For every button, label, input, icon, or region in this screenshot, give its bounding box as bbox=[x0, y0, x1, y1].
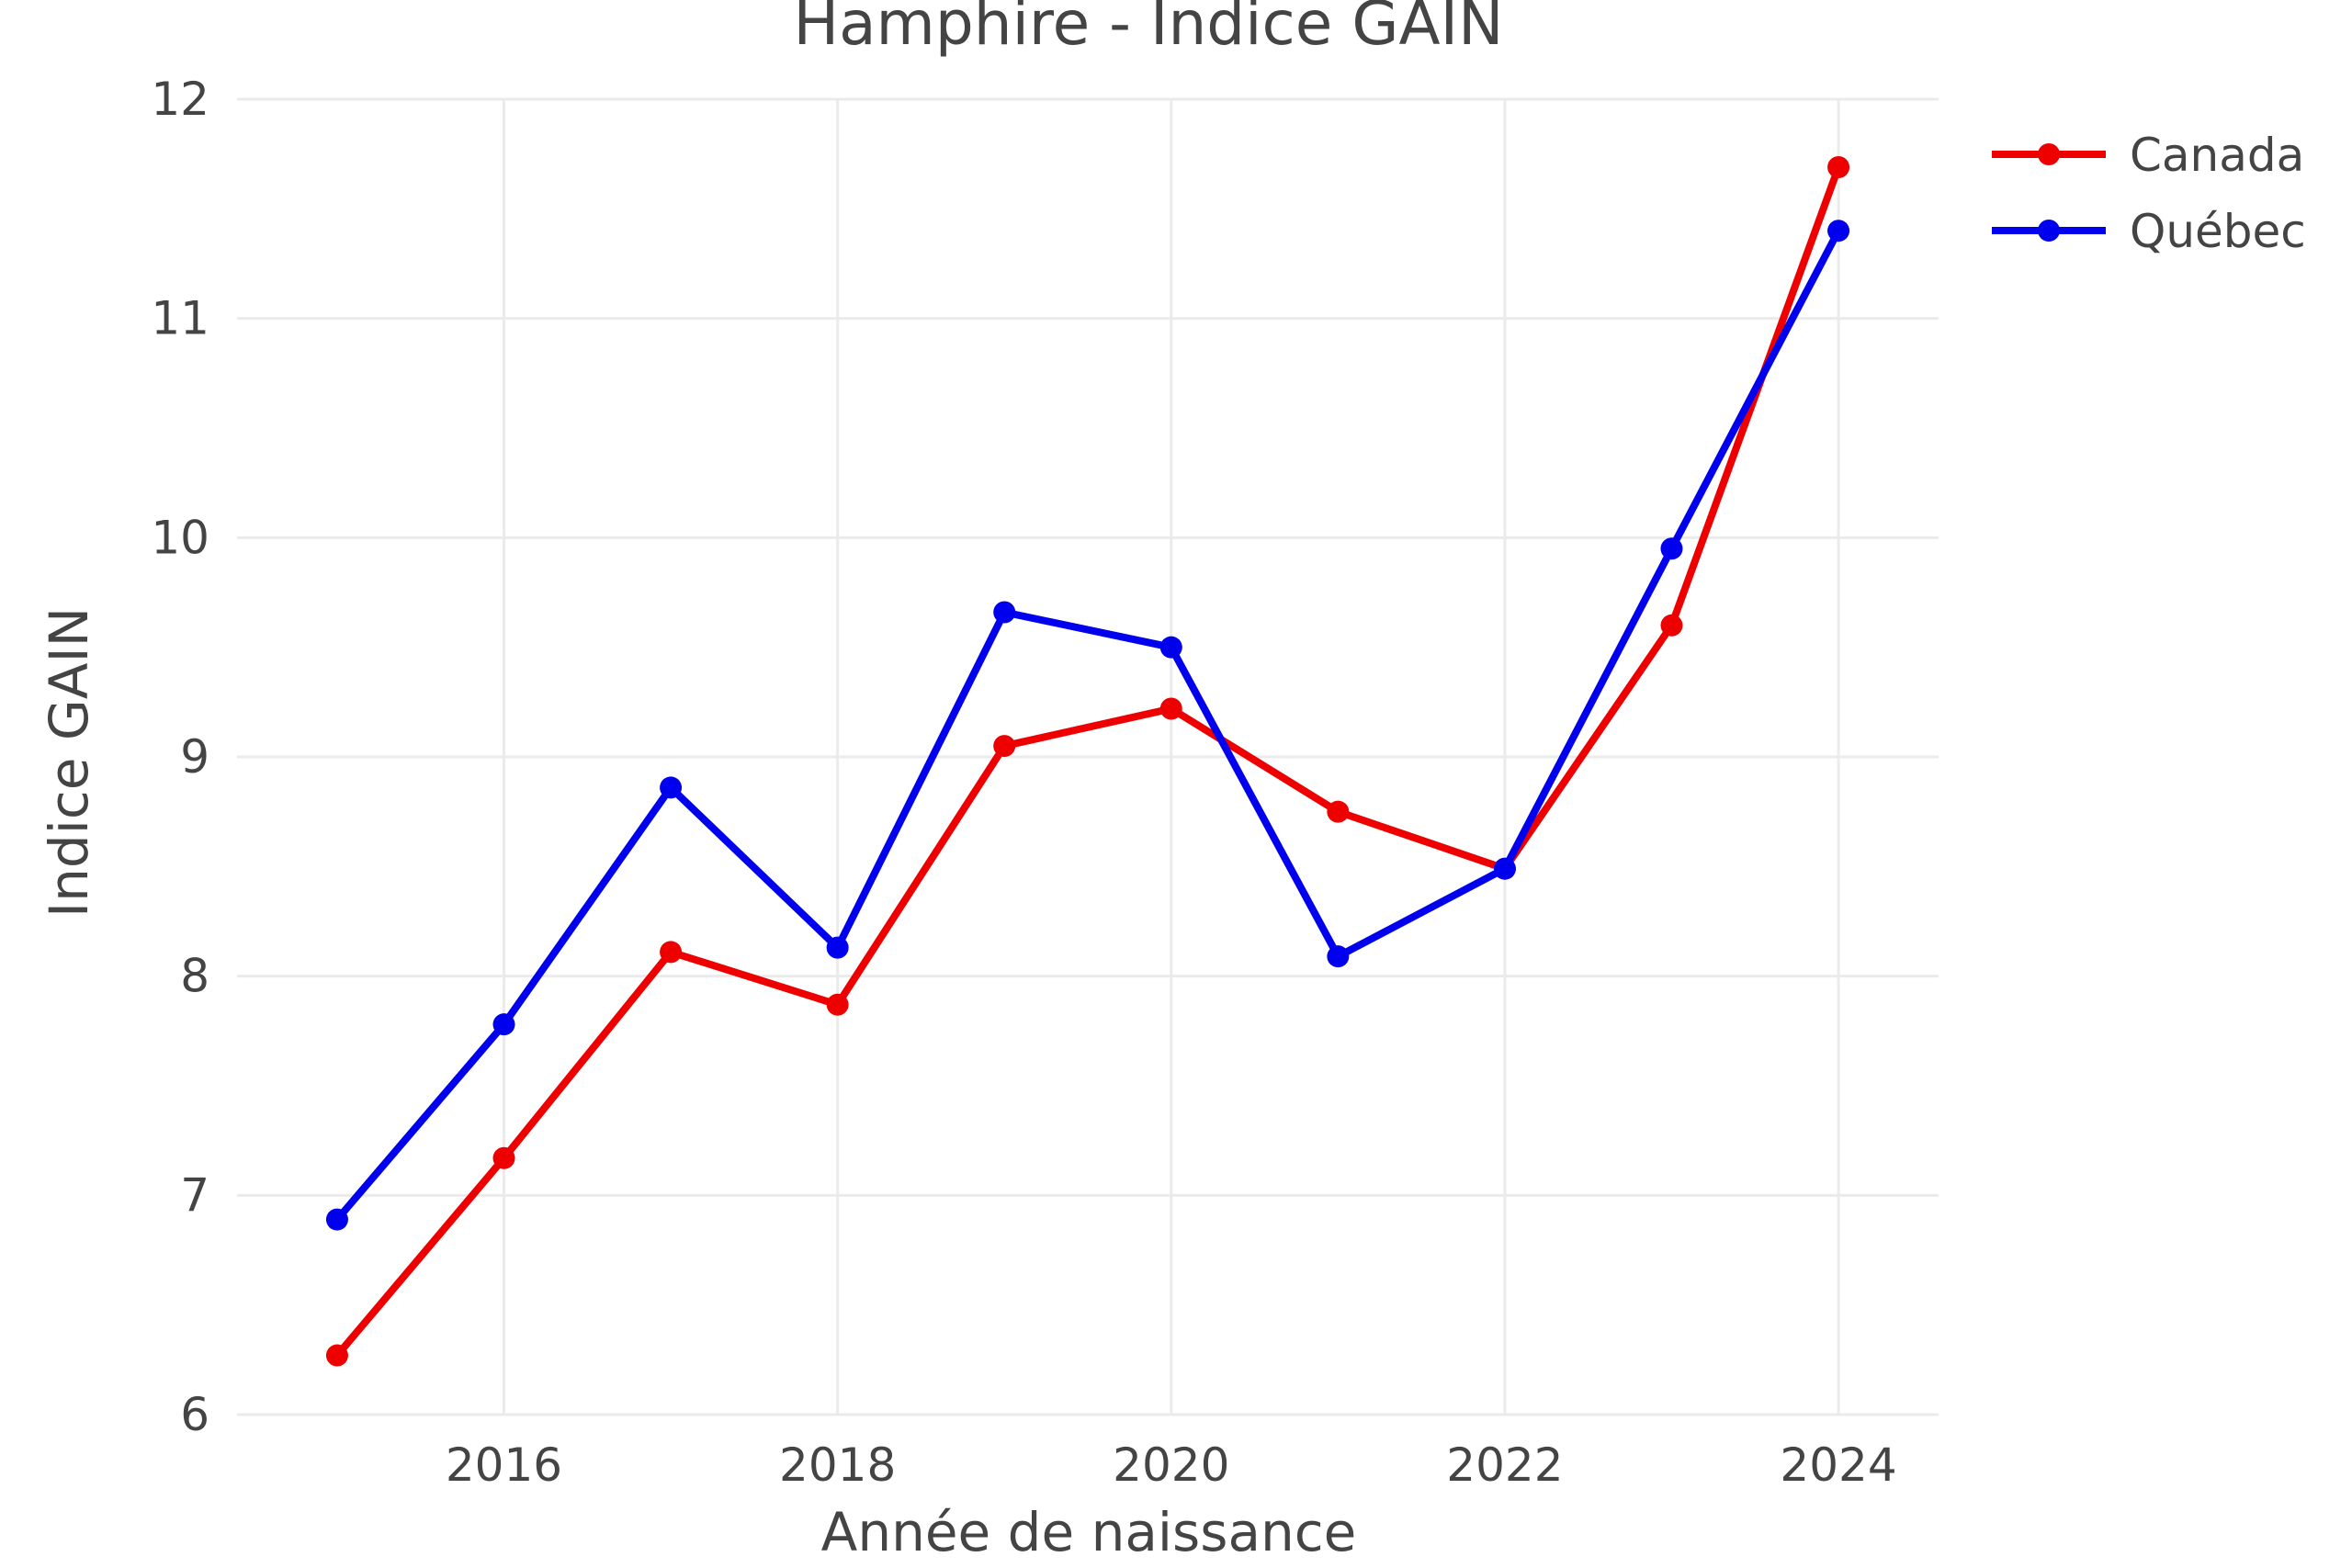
data-point-quebec[interactable] bbox=[660, 776, 683, 799]
legend-label-quebec: Québec bbox=[2130, 205, 2306, 258]
data-point-canada[interactable] bbox=[993, 735, 1016, 758]
y-tick-label: 12 bbox=[151, 73, 209, 126]
data-point-quebec[interactable] bbox=[993, 601, 1016, 624]
data-point-quebec[interactable] bbox=[1493, 857, 1516, 880]
legend-item-quebec[interactable]: Québec bbox=[1992, 205, 2306, 258]
data-point-quebec[interactable] bbox=[325, 1208, 348, 1231]
data-point-canada[interactable] bbox=[1827, 155, 1850, 178]
data-point-quebec[interactable] bbox=[492, 1013, 515, 1036]
data-point-canada[interactable] bbox=[492, 1146, 515, 1169]
data-point-quebec[interactable] bbox=[1660, 537, 1683, 560]
x-tick-label: 2018 bbox=[779, 1438, 896, 1492]
axis-ticks: 6 7 8 9 10 11 12 2016 2018 2020 2022 2024 bbox=[151, 73, 1896, 1492]
grid-lines bbox=[237, 97, 1939, 1416]
series-line-canada bbox=[333, 163, 1843, 1359]
y-tick-label: 6 bbox=[180, 1388, 209, 1441]
y-tick-label: 10 bbox=[151, 511, 209, 564]
data-point-canada[interactable] bbox=[660, 941, 683, 964]
x-tick-label: 2020 bbox=[1113, 1438, 1229, 1492]
legend-marker-canada bbox=[2038, 143, 2060, 165]
data-point-canada[interactable] bbox=[1159, 697, 1182, 720]
y-axis-title: Indice GAIN bbox=[38, 607, 100, 918]
legend: Canada Québec bbox=[1992, 129, 2306, 258]
legend-label-canada: Canada bbox=[2130, 129, 2304, 182]
data-point-canada[interactable] bbox=[1327, 800, 1350, 823]
x-tick-label: 2022 bbox=[1446, 1438, 1563, 1492]
x-axis-title: Année de naissance bbox=[821, 1501, 1357, 1563]
x-tick-label: 2016 bbox=[446, 1438, 562, 1492]
y-tick-label: 8 bbox=[180, 950, 209, 1003]
series-line-quebec bbox=[333, 227, 1843, 1224]
data-point-quebec[interactable] bbox=[1159, 636, 1182, 659]
legend-marker-quebec bbox=[2038, 220, 2060, 242]
data-point-quebec[interactable] bbox=[826, 936, 849, 959]
x-tick-label: 2024 bbox=[1780, 1438, 1896, 1492]
data-point-canada[interactable] bbox=[826, 993, 849, 1016]
legend-item-canada[interactable]: Canada bbox=[1992, 129, 2304, 182]
data-point-canada[interactable] bbox=[325, 1344, 348, 1367]
chart-title: Hamphire - Indice GAIN bbox=[793, 0, 1503, 59]
data-point-canada[interactable] bbox=[1660, 614, 1683, 637]
y-tick-label: 11 bbox=[151, 292, 209, 345]
data-point-quebec[interactable] bbox=[1327, 945, 1350, 968]
data-point-quebec[interactable] bbox=[1827, 220, 1850, 243]
series-layer bbox=[325, 155, 1850, 1367]
y-tick-label: 9 bbox=[180, 730, 209, 784]
y-tick-label: 7 bbox=[180, 1168, 209, 1222]
